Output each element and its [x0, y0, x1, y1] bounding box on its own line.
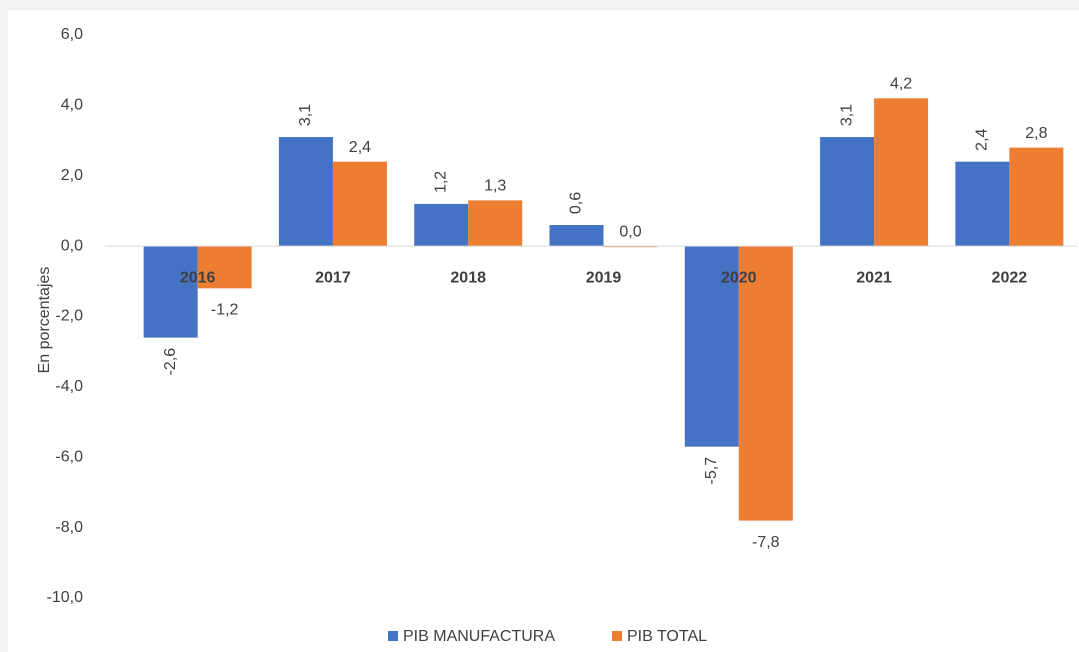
bar: [278, 137, 333, 247]
x-tick-label: 2017: [315, 269, 351, 286]
y-axis-label: En porcentajes: [36, 267, 53, 374]
x-tick-label: 2016: [180, 269, 216, 286]
bar: [468, 200, 523, 247]
x-tick-label: 2019: [586, 269, 622, 286]
y-tick-label: -2,0: [55, 308, 83, 325]
data-label: 3,1: [297, 104, 314, 126]
y-tick-label: -6,0: [55, 448, 83, 465]
y-tick-label: 2,0: [61, 167, 83, 184]
data-label: 4,2: [890, 76, 912, 93]
bar: [874, 98, 929, 247]
bar: [820, 137, 875, 247]
y-tick-label: 4,0: [61, 97, 83, 114]
data-label: -2,6: [162, 348, 179, 376]
data-label: 2,4: [974, 128, 991, 150]
data-label: -7,8: [752, 534, 780, 551]
data-label: -1,2: [211, 302, 239, 319]
bar: [955, 161, 1010, 247]
data-label: -5,7: [703, 457, 720, 485]
data-label: 0,0: [619, 223, 641, 240]
legend-label: PIB TOTAL: [627, 628, 707, 645]
y-tick-label: -4,0: [55, 378, 83, 395]
data-label: 2,4: [349, 139, 371, 156]
data-label: 3,1: [838, 104, 855, 126]
bar: [197, 246, 252, 289]
legend-swatch: [612, 631, 622, 641]
legend-swatch: [388, 631, 398, 641]
x-tick-label: 2021: [856, 269, 892, 286]
x-tick-label: 2020: [721, 269, 757, 286]
legend-label: PIB MANUFACTURA: [403, 628, 555, 645]
data-label: 0,6: [568, 192, 585, 214]
bar: [143, 246, 198, 338]
bar: [332, 161, 387, 247]
x-tick-label: 2018: [450, 269, 486, 286]
bar: [684, 246, 739, 447]
bar: [414, 203, 469, 247]
bar: [738, 246, 793, 521]
y-tick-label: -8,0: [55, 519, 83, 536]
data-label: 2,8: [1025, 125, 1047, 142]
bar: [1009, 147, 1064, 247]
data-label: 1,3: [484, 178, 506, 195]
bar: [549, 225, 604, 247]
data-label: 1,2: [432, 171, 449, 193]
y-tick-label: -10,0: [47, 589, 84, 606]
y-tick-label: 6,0: [61, 26, 83, 43]
x-tick-label: 2022: [992, 269, 1028, 286]
y-tick-label: 0,0: [61, 237, 83, 254]
